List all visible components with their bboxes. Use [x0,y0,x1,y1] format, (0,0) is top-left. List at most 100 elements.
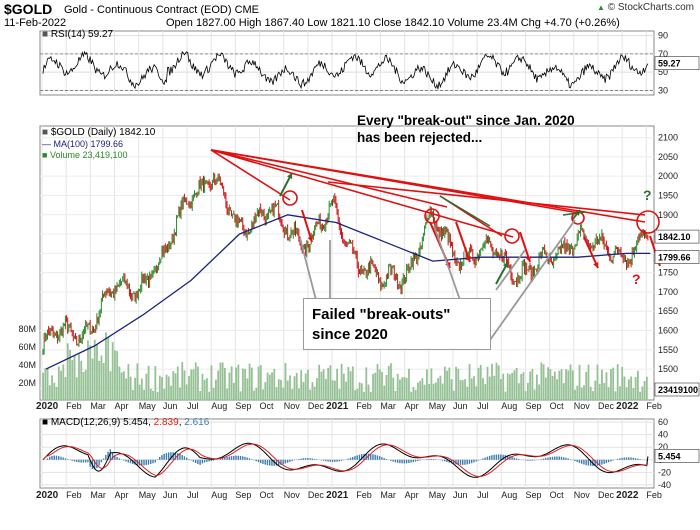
x-tick-label: Jul [187,401,199,411]
volume-bar [230,366,233,400]
volume-bar [42,372,44,400]
price-last-tag: 1842.10 [654,229,700,244]
x-tick-label: Dec [598,490,615,500]
volume-bar [44,368,47,400]
volume-bar [616,364,619,400]
price-tick-label: 1550 [658,345,678,355]
up-arrow-head [502,262,509,268]
trendline [210,149,514,238]
volume-bar [535,374,538,400]
x-tick-label: Oct [260,401,275,411]
rsi-last-tag-text: 59.27 [658,59,681,69]
volume-bar [417,382,419,400]
volume-bar [80,360,83,400]
rsi-tick-label: 50 [658,67,668,77]
volume-bar [185,384,188,400]
x-tick-label: Nov [574,490,591,500]
failed-breakouts-box: Failed "break-outs" since 2020 [303,298,491,350]
volume-bar [495,362,498,400]
volume-bar [293,376,296,400]
volume-bar [158,375,161,400]
volume-bar [455,366,457,400]
volume-bar [446,370,448,400]
volume-bar [381,371,383,400]
volume-bar [170,385,172,400]
volume-bar [201,373,204,400]
volume-bar [630,376,633,400]
volume-bar [636,370,639,400]
volume-bar [286,380,289,400]
x-tick-label: Nov [574,401,591,411]
volume-bar [140,378,143,400]
volume-bar [518,383,520,400]
price-tick-label: 2000 [658,171,678,181]
volume-bar [329,365,332,400]
volume-bar [349,371,352,400]
volume-bar [421,378,424,400]
volume-bar [401,377,404,400]
volume-bar [318,364,321,400]
volume-bar [457,368,460,400]
volume-bar [347,366,350,400]
volume-bar [408,368,410,400]
volume-bar [194,362,197,400]
x-tick-label: Apr [405,401,419,411]
volume-bar [459,379,462,400]
volume-bar [574,389,576,400]
breakout-circle [424,208,440,224]
volume-bar [475,386,478,400]
x-tick-label: Jul [187,490,199,500]
volume-bar [576,385,579,400]
volume-bar [280,379,282,400]
volume-bar [176,366,179,400]
volume-bar [500,378,502,400]
volume-bar [152,390,154,400]
volume-bar [300,370,303,400]
down-arrow-head [525,256,532,262]
trendline [210,149,646,223]
macd-legend: ■ MACD(12,26,9) 5.454, 2.839, 2.616 [42,417,210,428]
x-tick-label: Mar [380,490,396,500]
volume-bar [562,383,565,400]
volume-bar [360,383,363,400]
volume-bar [423,384,426,400]
x-tick-label: Mar [380,401,396,411]
volume-bar [55,386,58,400]
volume-bar [623,376,626,400]
volume-bar [98,360,101,400]
volume-bar [228,372,231,400]
rsi-tick-label: 70 [658,49,668,59]
volume-bar [434,382,437,400]
volume-bar [338,389,341,400]
volume-bar [127,364,130,400]
volume-bar [91,358,94,400]
volume-bar [96,344,98,400]
callout-connector [299,237,317,301]
volume-bar [313,386,316,400]
down-arrow-shaft [519,231,531,263]
x-tick-label: Apr [115,401,129,411]
volume-bar [437,378,440,400]
volume-bar [304,373,307,400]
volume-bar [488,376,491,400]
down-arrow-shaft [301,209,313,243]
volume-bar [443,366,446,400]
volume-bar [107,336,110,400]
volume-bar [105,332,107,400]
volume-bar [219,362,222,400]
volume-bar [374,372,377,400]
volume-bar [53,382,56,400]
volume-bar [100,355,103,400]
volume-bar [154,366,157,400]
volume-bar [527,382,529,400]
volume-last-tag-text: 23419100 [658,385,698,395]
volume-bar [174,373,177,400]
volume-bar [244,368,246,400]
x-tick-label: Jul [477,490,489,500]
volume-bar [354,390,356,400]
volume-bar [470,378,473,400]
volume-bar [580,387,583,400]
volume-bar [147,365,150,400]
volume-bar [331,380,334,400]
question-mark: ? [632,271,641,287]
